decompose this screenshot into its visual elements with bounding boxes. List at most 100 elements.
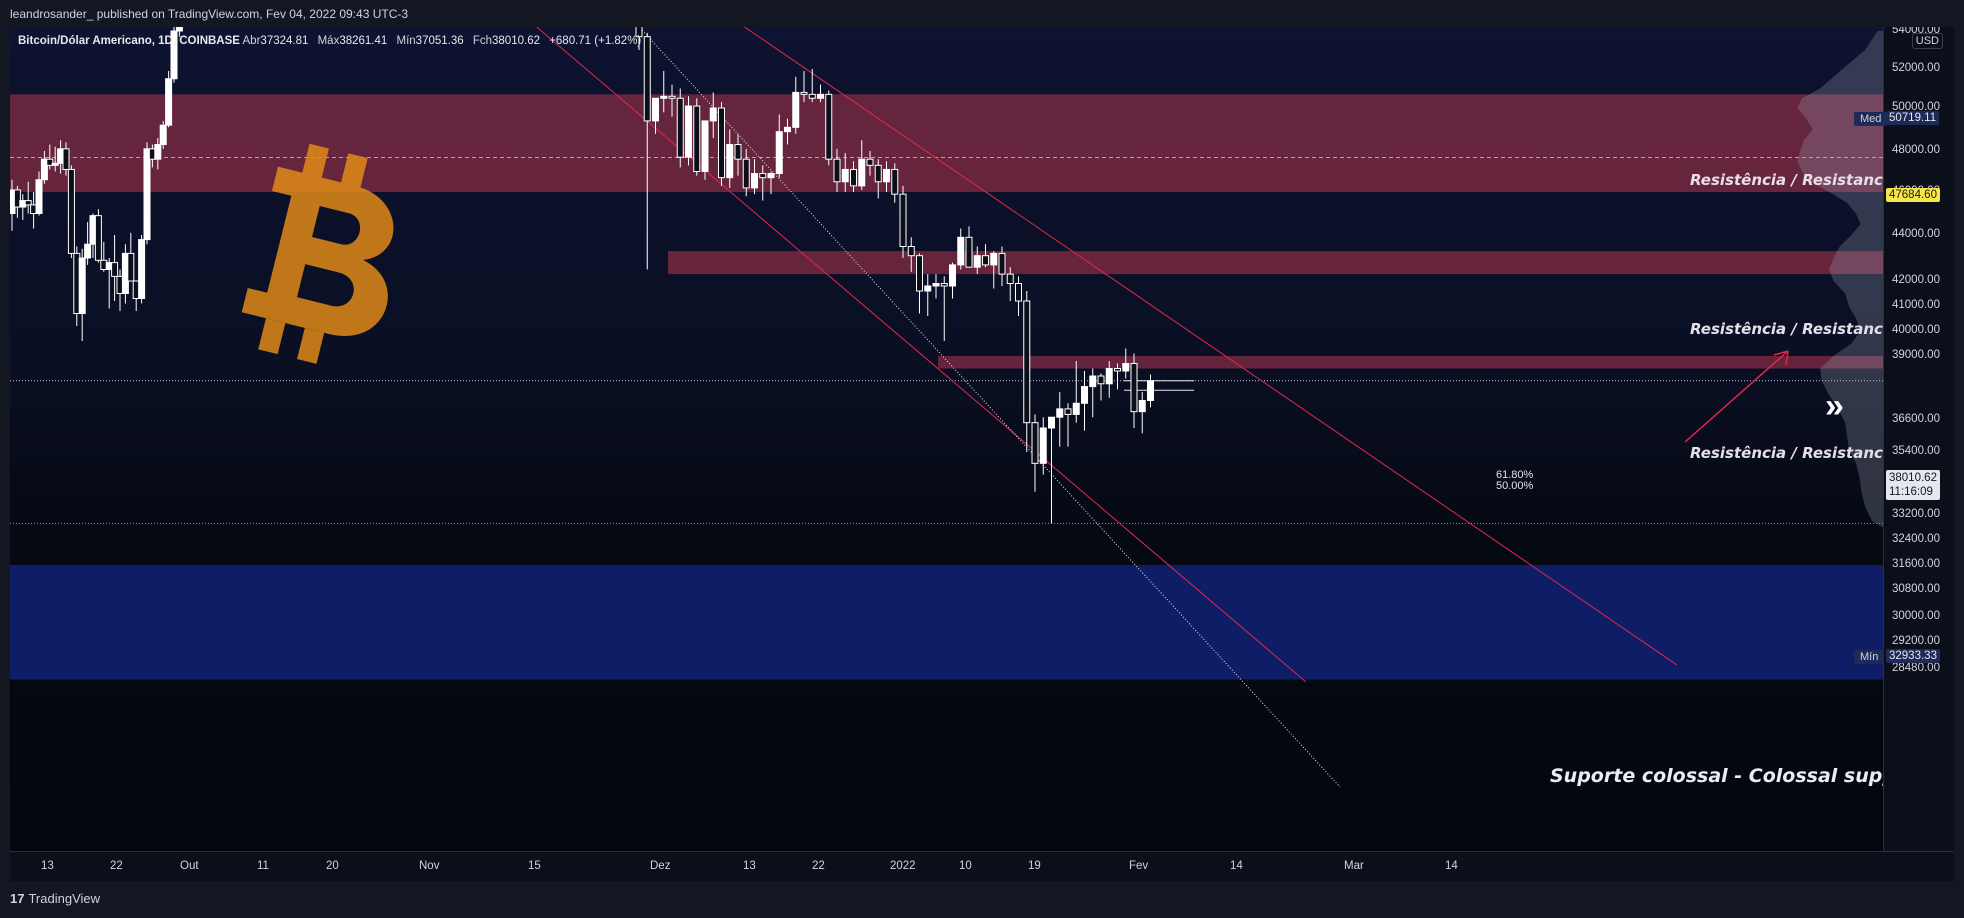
price-tick: 41000.00	[1892, 299, 1940, 311]
price-tick: 52000.00	[1892, 62, 1940, 74]
price-tick: 32400.00	[1892, 533, 1940, 545]
early-candle	[62, 148, 70, 170]
early-candle	[84, 243, 92, 259]
late-candle	[792, 91, 800, 128]
late-candle	[874, 164, 882, 183]
price-axis[interactable]: 54000.0052000.0050000.0048000.0046000.00…	[1883, 27, 1955, 851]
late-candle	[1015, 283, 1022, 302]
change-value: +680.71 (+1.82%)	[549, 35, 642, 47]
close-label: Fch	[472, 35, 493, 47]
early-candle	[143, 148, 151, 241]
late-candle	[1064, 408, 1072, 415]
late-candle	[1023, 300, 1031, 424]
late-candle	[1105, 368, 1113, 385]
time-axis[interactable]: 13 22 Out 11 20 Nov 15 Dez 13 22 2022 10 19 Fev 14 Mar 1…	[10, 851, 1954, 882]
median-label: Med	[1854, 112, 1888, 126]
late-candle	[660, 95, 668, 99]
late-candle	[701, 120, 709, 172]
chevron-right-icon[interactable]: »	[1825, 387, 1844, 425]
price-tick: 30000.00	[1892, 610, 1940, 622]
low-value: 37051.36	[415, 35, 464, 47]
late-candle	[883, 168, 890, 183]
price-chart[interactable]	[10, 27, 1883, 851]
time-tick: 2022	[890, 860, 916, 872]
currency-button[interactable]: USD	[1911, 33, 1943, 49]
time-tick: 15	[528, 860, 541, 872]
early-candle	[40, 158, 48, 181]
early-candle	[175, 27, 183, 32]
late-candle	[635, 27, 643, 38]
late-candle	[858, 158, 866, 187]
resistance-zone-upper	[10, 94, 1883, 192]
min-price-tag: 32933.33	[1886, 649, 1940, 663]
late-candle	[775, 131, 783, 175]
fib-50-label: 50.00%	[1496, 480, 1534, 492]
late-candle	[784, 126, 791, 133]
resistance-label-middle[interactable]: Resistência / Resistance	[1690, 320, 1883, 338]
late-candle	[1130, 363, 1138, 413]
early-candle	[24, 200, 32, 206]
price-tick: 48000.00	[1892, 144, 1940, 156]
time-tick: 20	[326, 860, 339, 872]
high-label: Máx	[317, 35, 340, 47]
publisher-info: leandrosander_ published on TradingView.…	[10, 7, 409, 21]
resistance-label-top[interactable]: Resistência / Resistance	[1690, 171, 1883, 189]
late-candle	[982, 255, 989, 266]
late-candle	[957, 236, 965, 266]
late-candle	[1089, 375, 1097, 388]
price-tick: 31600.00	[1892, 558, 1940, 570]
late-candle	[734, 144, 742, 160]
time-tick: Fev	[1129, 860, 1149, 872]
time-tick: Dez	[650, 860, 671, 872]
late-candle	[709, 107, 717, 122]
early-candle	[94, 215, 102, 261]
early-candle	[127, 252, 135, 282]
support-zone	[10, 565, 1883, 680]
late-candle	[924, 285, 932, 292]
bitcoin-logo-icon	[241, 143, 394, 364]
open-label: Abr	[242, 35, 261, 47]
resistance-label-bottom[interactable]: Resistência / Resistance	[1690, 444, 1883, 462]
time-tick: 13	[41, 860, 54, 872]
early-candle	[170, 30, 178, 80]
support-label[interactable]: Suporte colossal - Colossal support	[1550, 765, 1883, 787]
current-price-value: 38010.62	[1889, 472, 1937, 484]
symbol-name[interactable]: Bitcoin/Dólar Americano, 1D, COINBASE	[18, 35, 240, 47]
late-candle	[718, 107, 725, 179]
footer: 17 TradingView	[0, 881, 1964, 918]
top-bar: leandrosander_ published on TradingView.…	[0, 0, 1964, 27]
late-candle	[643, 36, 651, 122]
late-candle	[1122, 363, 1130, 372]
late-candle	[676, 97, 684, 158]
tradingview-brand[interactable]: 17 TradingView	[10, 891, 100, 906]
late-candle	[1056, 408, 1064, 418]
late-candle	[825, 93, 833, 160]
price-tick: 30800.00	[1892, 583, 1940, 595]
price-tick: 39000.00	[1892, 349, 1940, 361]
early-candle	[154, 144, 162, 160]
late-candle	[907, 246, 915, 257]
time-tick: 14	[1230, 860, 1243, 872]
early-candle	[46, 158, 54, 166]
late-candle	[932, 283, 940, 287]
close-value: 38010.62	[492, 35, 540, 47]
volume-profile	[1797, 31, 1883, 528]
late-candle	[965, 236, 973, 268]
late-candle	[1048, 416, 1055, 429]
price-tick: 28480.00	[1892, 662, 1940, 674]
late-candle	[1081, 386, 1088, 404]
time-tick: 22	[812, 860, 825, 872]
late-candle	[800, 91, 808, 95]
high-value: 38261.41	[339, 35, 388, 47]
early-candle	[13, 189, 21, 208]
dashed-level-tag: 47684.60	[1886, 188, 1940, 202]
late-candle	[1006, 273, 1014, 285]
early-candle	[159, 124, 167, 146]
price-tick: 29200.00	[1892, 635, 1940, 647]
fib-618-label: 61.80%	[1496, 469, 1534, 481]
chart-area[interactable]: Bitcoin/Dólar Americano, 1D, COINBASE Ab…	[10, 27, 1883, 851]
bitcoin-logo-part	[258, 143, 368, 364]
late-candle	[949, 264, 956, 287]
late-candle	[940, 283, 948, 287]
late-candle	[998, 252, 1006, 275]
